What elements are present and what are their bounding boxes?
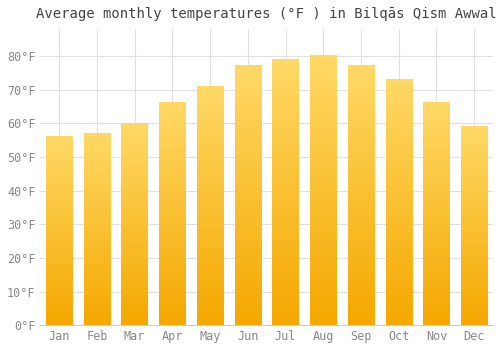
Title: Average monthly temperatures (°F ) in Bilqās Qism Awwal: Average monthly temperatures (°F ) in Bi… <box>36 7 497 21</box>
